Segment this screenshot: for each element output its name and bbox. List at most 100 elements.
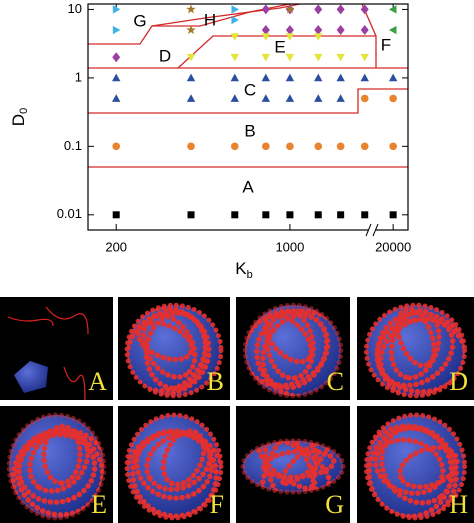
snapshot-panel: A — [0, 297, 113, 401]
data-point — [112, 211, 120, 219]
boundary-line — [152, 3, 291, 27]
x-axis-title-sub: b — [247, 269, 253, 281]
data-point — [360, 73, 369, 82]
bead-chain — [262, 440, 319, 493]
x-tick-label: 20000 — [375, 239, 411, 254]
data-point — [285, 94, 295, 102]
region-label: F — [381, 35, 391, 54]
data-point — [360, 142, 369, 151]
bead-rim — [6, 412, 107, 521]
panel-label: C — [327, 367, 344, 396]
data-point — [388, 25, 397, 35]
bead-chain — [258, 440, 319, 493]
panel-label: D — [449, 367, 468, 396]
region-label: B — [244, 121, 255, 140]
x-axis-title: Kb — [235, 259, 252, 280]
data-point — [261, 25, 270, 36]
data-point — [230, 53, 239, 62]
panel-label: E — [91, 490, 107, 519]
y-tick-label: 0.01 — [57, 206, 82, 221]
data-point — [231, 211, 239, 219]
data-point — [360, 94, 369, 103]
snapshot-panel: G — [236, 406, 350, 523]
data-point — [389, 211, 397, 219]
data-point — [360, 53, 369, 62]
data-point — [336, 142, 345, 151]
bead-chain — [160, 428, 207, 488]
data-point — [231, 5, 239, 14]
bead-chain — [262, 312, 314, 365]
bead-chain — [372, 437, 446, 496]
bead-chain — [135, 320, 195, 363]
data-point — [112, 25, 121, 35]
y-tick-label: 0.1 — [64, 138, 82, 153]
x-axis-title-main: K — [235, 259, 247, 278]
data-point — [337, 211, 345, 219]
data-point — [261, 94, 271, 102]
data-point — [286, 142, 294, 151]
data-point — [261, 53, 271, 62]
data-point — [285, 53, 295, 62]
data-point — [186, 94, 196, 102]
bead-rim — [363, 412, 468, 521]
y-tick-label: 10 — [68, 1, 82, 16]
data-point — [261, 33, 271, 41]
region-label: D — [159, 46, 171, 65]
data-point — [230, 142, 239, 151]
phase-boundaries — [88, 3, 408, 168]
bead-rim — [124, 302, 224, 399]
x-tick-label: 1000 — [275, 239, 304, 254]
bead-rim — [240, 438, 346, 495]
region-label: A — [242, 177, 254, 196]
snapshot-panel: F — [118, 406, 230, 523]
region-label: C — [244, 80, 256, 99]
snapshot-panel: B — [118, 297, 230, 400]
data-point — [336, 4, 345, 15]
data-point — [187, 211, 195, 219]
data-point — [112, 52, 121, 63]
axis-break-mark — [372, 223, 379, 237]
snapshot-panel: C — [236, 297, 350, 400]
data-point — [314, 53, 323, 62]
boundary-line — [88, 88, 408, 114]
data-point — [186, 4, 196, 14]
data-point — [285, 73, 295, 82]
vesicle — [14, 361, 48, 393]
data-point — [285, 25, 294, 36]
y-axis-title-main: D — [9, 114, 28, 126]
data-point — [285, 33, 295, 41]
data-point — [336, 25, 345, 36]
data-point — [186, 25, 196, 35]
data-point — [261, 4, 270, 15]
data-point — [262, 142, 270, 151]
data-point — [389, 142, 397, 151]
x-tick-label: 200 — [105, 239, 127, 254]
polymer-chain — [7, 316, 54, 327]
data-point — [187, 142, 195, 151]
polymer-chain — [63, 366, 86, 401]
data-point — [314, 4, 323, 15]
plot-frame — [87, 3, 409, 231]
data-point — [314, 142, 323, 151]
data-point — [388, 73, 398, 82]
data-point — [286, 211, 294, 219]
panel-label: H — [449, 490, 468, 519]
bead-chain — [394, 306, 437, 369]
bead-rim — [124, 412, 224, 521]
bead-chain — [126, 428, 222, 518]
region-label: E — [274, 37, 285, 56]
data-point — [314, 211, 322, 219]
boundary-line — [88, 3, 301, 45]
bead-rim — [242, 302, 344, 399]
snapshot-panel: H — [357, 406, 474, 523]
data-point — [262, 211, 270, 219]
data-point — [360, 25, 369, 36]
bead-chain — [41, 423, 83, 486]
panel-label: G — [325, 490, 344, 519]
vesicle — [245, 305, 341, 396]
bead-chain — [261, 448, 337, 480]
data-point — [314, 94, 323, 102]
data-point — [314, 33, 323, 41]
data-point — [112, 73, 121, 82]
